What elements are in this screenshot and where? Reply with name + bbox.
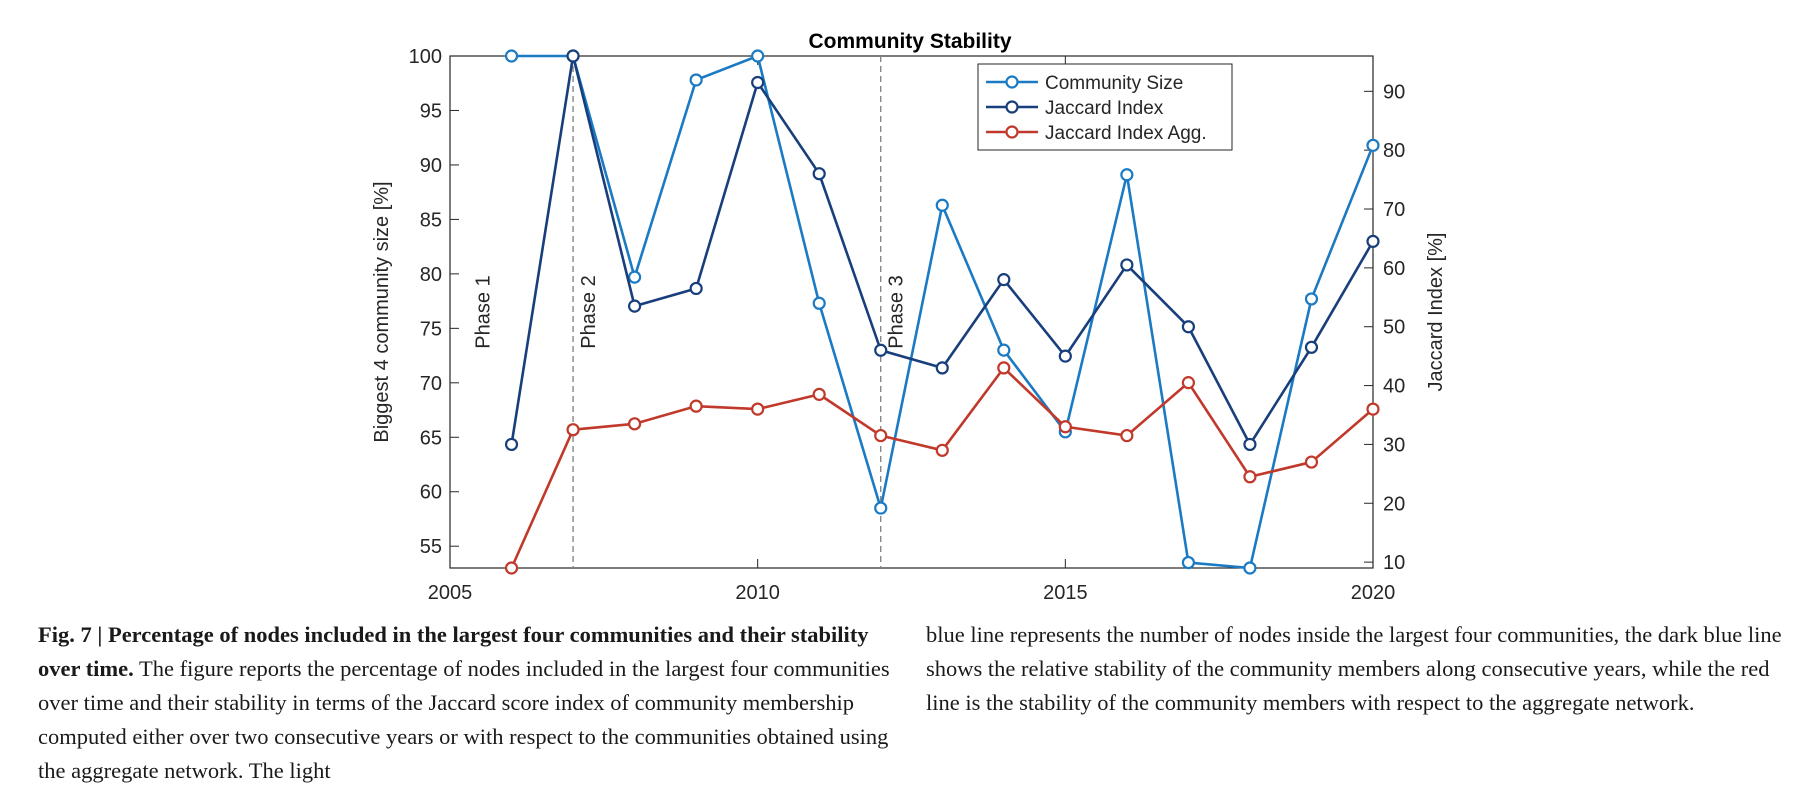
y-right-tick-label: 70 [1383,199,1405,221]
y-axis-left-label: Biggest 4 community size [%] [371,181,393,442]
figure-caption-text-left: The figure reports the percentage of nod… [38,656,890,783]
phase-label: Phase 3 [886,275,908,348]
data-point [997,343,1011,357]
y-left-tick-label: 75 [420,318,442,340]
data-point [1120,258,1134,272]
y-axis-left: 55 60 65 70 75 80 85 90 95 100 [409,46,459,558]
y-left-tick-label: 95 [420,100,442,122]
legend-marker [1005,125,1019,139]
data-point [874,428,888,443]
data-point [1243,437,1257,452]
data-point [1366,138,1380,152]
data-point [751,75,765,90]
figure-caption-left: Fig. 7 | Percentage of nodes included in… [38,618,900,788]
data-point [1181,376,1196,390]
data-point [935,443,949,457]
y-right-tick-label: 40 [1383,376,1405,398]
y-right-tick-label: 20 [1383,493,1405,515]
data-point [1120,168,1134,182]
data-point [751,49,765,63]
data-point [1304,340,1319,354]
data-point [812,167,826,181]
y-axis-right-label: Jaccard Index [%] [1425,233,1447,392]
y-left-tick-label: 60 [420,482,442,504]
y-left-tick-label: 85 [420,209,442,231]
y-right-tick-label: 30 [1383,434,1405,456]
data-point [874,343,888,357]
legend: Community Size Jaccard Index Jaccard Index… [977,63,1233,151]
data-point [689,399,703,413]
data-point [812,296,826,310]
legend-label: Jaccard Index [1045,98,1164,119]
data-point [689,281,703,296]
data-point [1120,428,1134,443]
data-point [504,49,519,63]
data-point [935,361,949,375]
legend-label: Community Size [1045,73,1183,94]
y-left-tick-label: 80 [420,264,442,286]
data-point [812,387,826,401]
y-left-tick-label: 100 [409,46,442,68]
legend-marker [1005,75,1019,89]
y-left-tick-label: 70 [420,373,442,395]
data-point [627,270,642,284]
data-point [1366,234,1380,248]
data-point [874,501,888,515]
data-point [1304,292,1319,306]
data-point [627,417,642,431]
data-point [504,561,519,575]
series-layer [504,49,1380,575]
data-point [689,73,703,87]
x-tick-label: 2020 [1351,582,1396,604]
phase-label: Phase 1 [473,275,495,348]
data-point [1304,455,1319,469]
legend-marker [1005,100,1019,114]
data-point [566,423,580,437]
y-left-tick-label: 65 [420,427,442,449]
data-point [1366,402,1380,416]
phase-annotations: Phase 1 Phase 2 Phase 3 [473,56,908,568]
data-point [751,402,765,416]
x-tick-label: 2015 [1043,582,1088,604]
legend-label: Jaccard Index Agg. [1045,123,1207,144]
figure-caption-text-right: blue line represents the number of nodes… [926,622,1782,715]
x-axis: 2005 2010 2015 2020 [428,56,1396,604]
data-point [1243,470,1257,484]
y-right-tick-label: 60 [1383,258,1405,280]
data-point [997,273,1011,287]
data-point [935,198,949,212]
data-point [566,49,580,63]
figure-caption-label: Fig. 7 | Percentage of nodes included in… [38,622,869,681]
phase-label: Phase 2 [578,275,600,348]
data-point [997,361,1011,375]
data-point [504,437,519,452]
data-point [1181,320,1196,334]
y-right-tick-label: 80 [1383,140,1405,162]
y-right-tick-label: 10 [1383,552,1405,574]
data-point [1058,420,1072,434]
x-tick-label: 2010 [735,582,780,604]
data-point [627,299,642,313]
data-point [1243,561,1257,575]
figure-caption-right: blue line represents the number of nodes… [926,618,1788,720]
community-stability-chart: Community Stability Phase 1 Phase 2 Phase … [371,30,1447,604]
y-left-tick-label: 90 [420,155,442,177]
y-right-tick-label: 90 [1383,81,1405,103]
data-point [1058,349,1072,363]
x-tick-label: 2005 [428,582,473,604]
y-left-tick-label: 55 [420,536,442,558]
y-right-tick-label: 50 [1383,317,1405,339]
data-point [1181,555,1196,570]
chart-title: Community Stability [808,30,1011,53]
y-axis-right: 10 20 30 40 50 60 70 80 90 [1364,81,1405,574]
